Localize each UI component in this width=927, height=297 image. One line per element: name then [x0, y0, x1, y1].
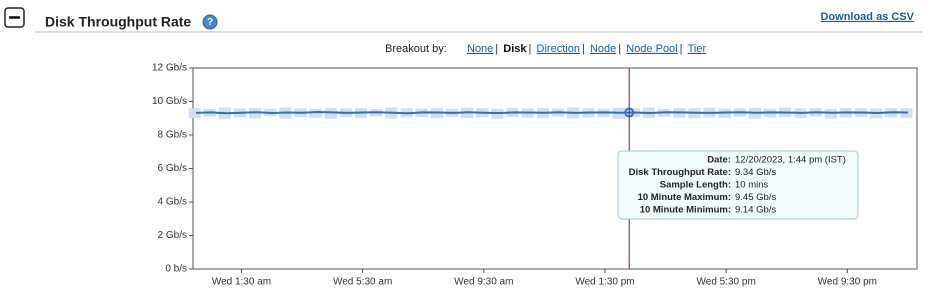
tooltip-value: 12/20/2023, 1:44 pm (IST) [735, 155, 846, 166]
help-icon[interactable] [202, 14, 218, 30]
breakout-option[interactable]: Tier [688, 43, 707, 55]
breakout-option: Disk [503, 43, 527, 55]
x-tick-label: Wed 5:30 am [333, 277, 392, 288]
tooltip-label: 10 Minute Maximum: [638, 192, 731, 203]
plot: 0 b/s 2 Gb/s 4 Gb/s 6 Gb/s 8 Gb/s 10 Gb/s 12 G… [152, 63, 918, 288]
breakout-option[interactable]: Node [590, 43, 616, 55]
tooltip-value: 10 mins [735, 180, 769, 191]
tooltip-value: 9.34 Gb/s [735, 167, 776, 178]
tooltip-label: 10 Minute Minimum: [640, 205, 731, 216]
breakout-option[interactable]: Direction [537, 43, 580, 55]
breakout-options: None | Disk | Direction | Node | Node Pool | Tier [467, 43, 706, 55]
separator: | [582, 43, 585, 55]
x-tick-label: Wed 9:30 pm [818, 277, 877, 288]
breakout-option[interactable]: Node Pool [626, 43, 677, 55]
separator: | [680, 43, 683, 55]
breakout-label: Breakout by: [385, 43, 447, 55]
tooltip [617, 150, 859, 220]
cursor-point [624, 107, 635, 118]
x-tick-label: Wed 5:30 pm [697, 277, 756, 288]
y-tick-label: 2 Gb/s [158, 230, 187, 241]
tooltip-label: Date: [707, 155, 731, 166]
separator: | [529, 43, 532, 55]
range-band [824, 108, 837, 119]
range-band [309, 108, 322, 118]
separator: | [618, 43, 621, 55]
tooltip-label: Sample Length: [660, 180, 731, 191]
tooltip-value: 9.14 Gb/s [735, 205, 776, 216]
x-tick-label: Wed 1:30 pm [575, 277, 634, 288]
panel-title: Disk Throughput Rate [45, 14, 191, 30]
help-glyph: ? [207, 17, 213, 28]
y-tick-label: 4 Gb/s [158, 197, 187, 208]
y-tick-label: 8 Gb/s [158, 130, 187, 141]
tooltip-value: 9.45 Gb/s [735, 192, 776, 203]
y-tick-label: 10 Gb/s [152, 96, 187, 107]
y-tick-label: 6 Gb/s [158, 163, 187, 174]
x-tick-label: Wed 9:30 am [454, 277, 513, 288]
breakout-option[interactable]: None [467, 43, 493, 55]
y-tick-label: 0 b/s [165, 264, 187, 275]
tooltip-label: Disk Throughput Rate: [629, 167, 731, 178]
y-tick-label: 12 Gb/s [152, 63, 187, 74]
x-tick-label: Wed 1:30 am [212, 277, 271, 288]
throughput-line [195, 111, 908, 115]
download-link[interactable]: Download as CSV [820, 11, 914, 23]
separator: | [495, 43, 498, 55]
range-band [188, 108, 201, 118]
